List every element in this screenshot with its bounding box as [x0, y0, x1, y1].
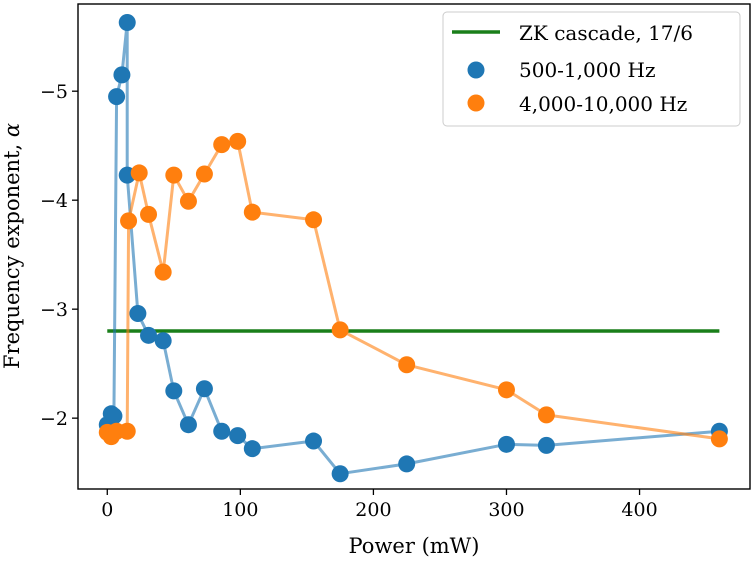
data-point-500-1-000-hz	[140, 326, 158, 344]
data-point-4-000-10-000-hz	[229, 132, 247, 150]
data-point-4-000-10-000-hz	[179, 192, 197, 210]
data-point-4-000-10-000-hz	[120, 212, 138, 230]
data-point-500-1-000-hz	[537, 436, 555, 454]
data-point-4-000-10-000-hz	[243, 203, 261, 221]
data-point-500-1-000-hz	[243, 440, 261, 458]
y-axis-label: Frequency exponent, α	[0, 123, 24, 369]
data-point-500-1-000-hz	[305, 432, 323, 450]
data-point-500-1-000-hz	[213, 422, 231, 440]
series-line-500-1-000-hz	[105, 21, 720, 476]
data-point-4-000-10-000-hz	[398, 356, 416, 374]
data-point-4-000-10-000-hz	[154, 263, 172, 281]
legend-swatch-4000-10000hz	[467, 94, 485, 112]
data-point-500-1-000-hz	[154, 332, 172, 350]
data-point-500-1-000-hz	[179, 416, 197, 434]
data-point-4-000-10-000-hz	[710, 430, 728, 448]
data-point-500-1-000-hz	[398, 455, 416, 473]
y-tick-label: −5	[40, 81, 68, 103]
data-point-4-000-10-000-hz	[305, 211, 323, 229]
legend: ZK cascade, 17/6 500-1,000 Hz 4,000-10,0…	[442, 11, 741, 127]
data-point-4-000-10-000-hz	[537, 406, 555, 424]
data-point-4-000-10-000-hz	[213, 136, 231, 154]
data-point-500-1-000-hz	[108, 88, 126, 106]
x-axis-label: Power (mW)	[349, 534, 480, 558]
data-point-4-000-10-000-hz	[130, 164, 148, 182]
data-point-4-000-10-000-hz	[140, 205, 158, 223]
x-tick-label: 300	[488, 499, 524, 521]
data-point-4-000-10-000-hz	[195, 165, 213, 183]
data-point-4-000-10-000-hz	[118, 422, 136, 440]
x-tick-label: 400	[621, 499, 657, 521]
data-point-500-1-000-hz	[331, 465, 349, 483]
legend-box	[442, 11, 741, 127]
data-point-500-1-000-hz	[118, 14, 136, 32]
x-tick-label: 0	[101, 499, 113, 521]
y-tick-label: −2	[40, 408, 68, 430]
data-point-4-000-10-000-hz	[331, 321, 349, 339]
legend-label-4000-10000hz: 4,000-10,000 Hz	[519, 92, 687, 116]
legend-swatch-500-1000hz	[467, 61, 485, 79]
data-point-500-1-000-hz	[229, 427, 247, 445]
legend-label-zk-cascade: ZK cascade, 17/6	[519, 21, 693, 45]
data-point-500-1-000-hz	[129, 305, 147, 323]
data-point-4-000-10-000-hz	[165, 166, 183, 184]
y-tick-label: −4	[40, 190, 68, 212]
legend-label-500-1000hz: 500-1,000 Hz	[519, 58, 656, 82]
data-point-4-000-10-000-hz	[497, 381, 515, 399]
data-point-500-1-000-hz	[105, 407, 123, 425]
data-point-500-1-000-hz	[497, 435, 515, 453]
y-tick-label: −3	[40, 299, 68, 321]
series-line-4-000-10-000-hz	[106, 139, 720, 441]
x-tick-label: 100	[222, 499, 258, 521]
x-tick-label: 200	[355, 499, 391, 521]
data-point-500-1-000-hz	[113, 66, 131, 84]
plot-frame	[77, 3, 751, 490]
data-point-500-1-000-hz	[195, 380, 213, 398]
data-point-500-1-000-hz	[165, 382, 183, 400]
